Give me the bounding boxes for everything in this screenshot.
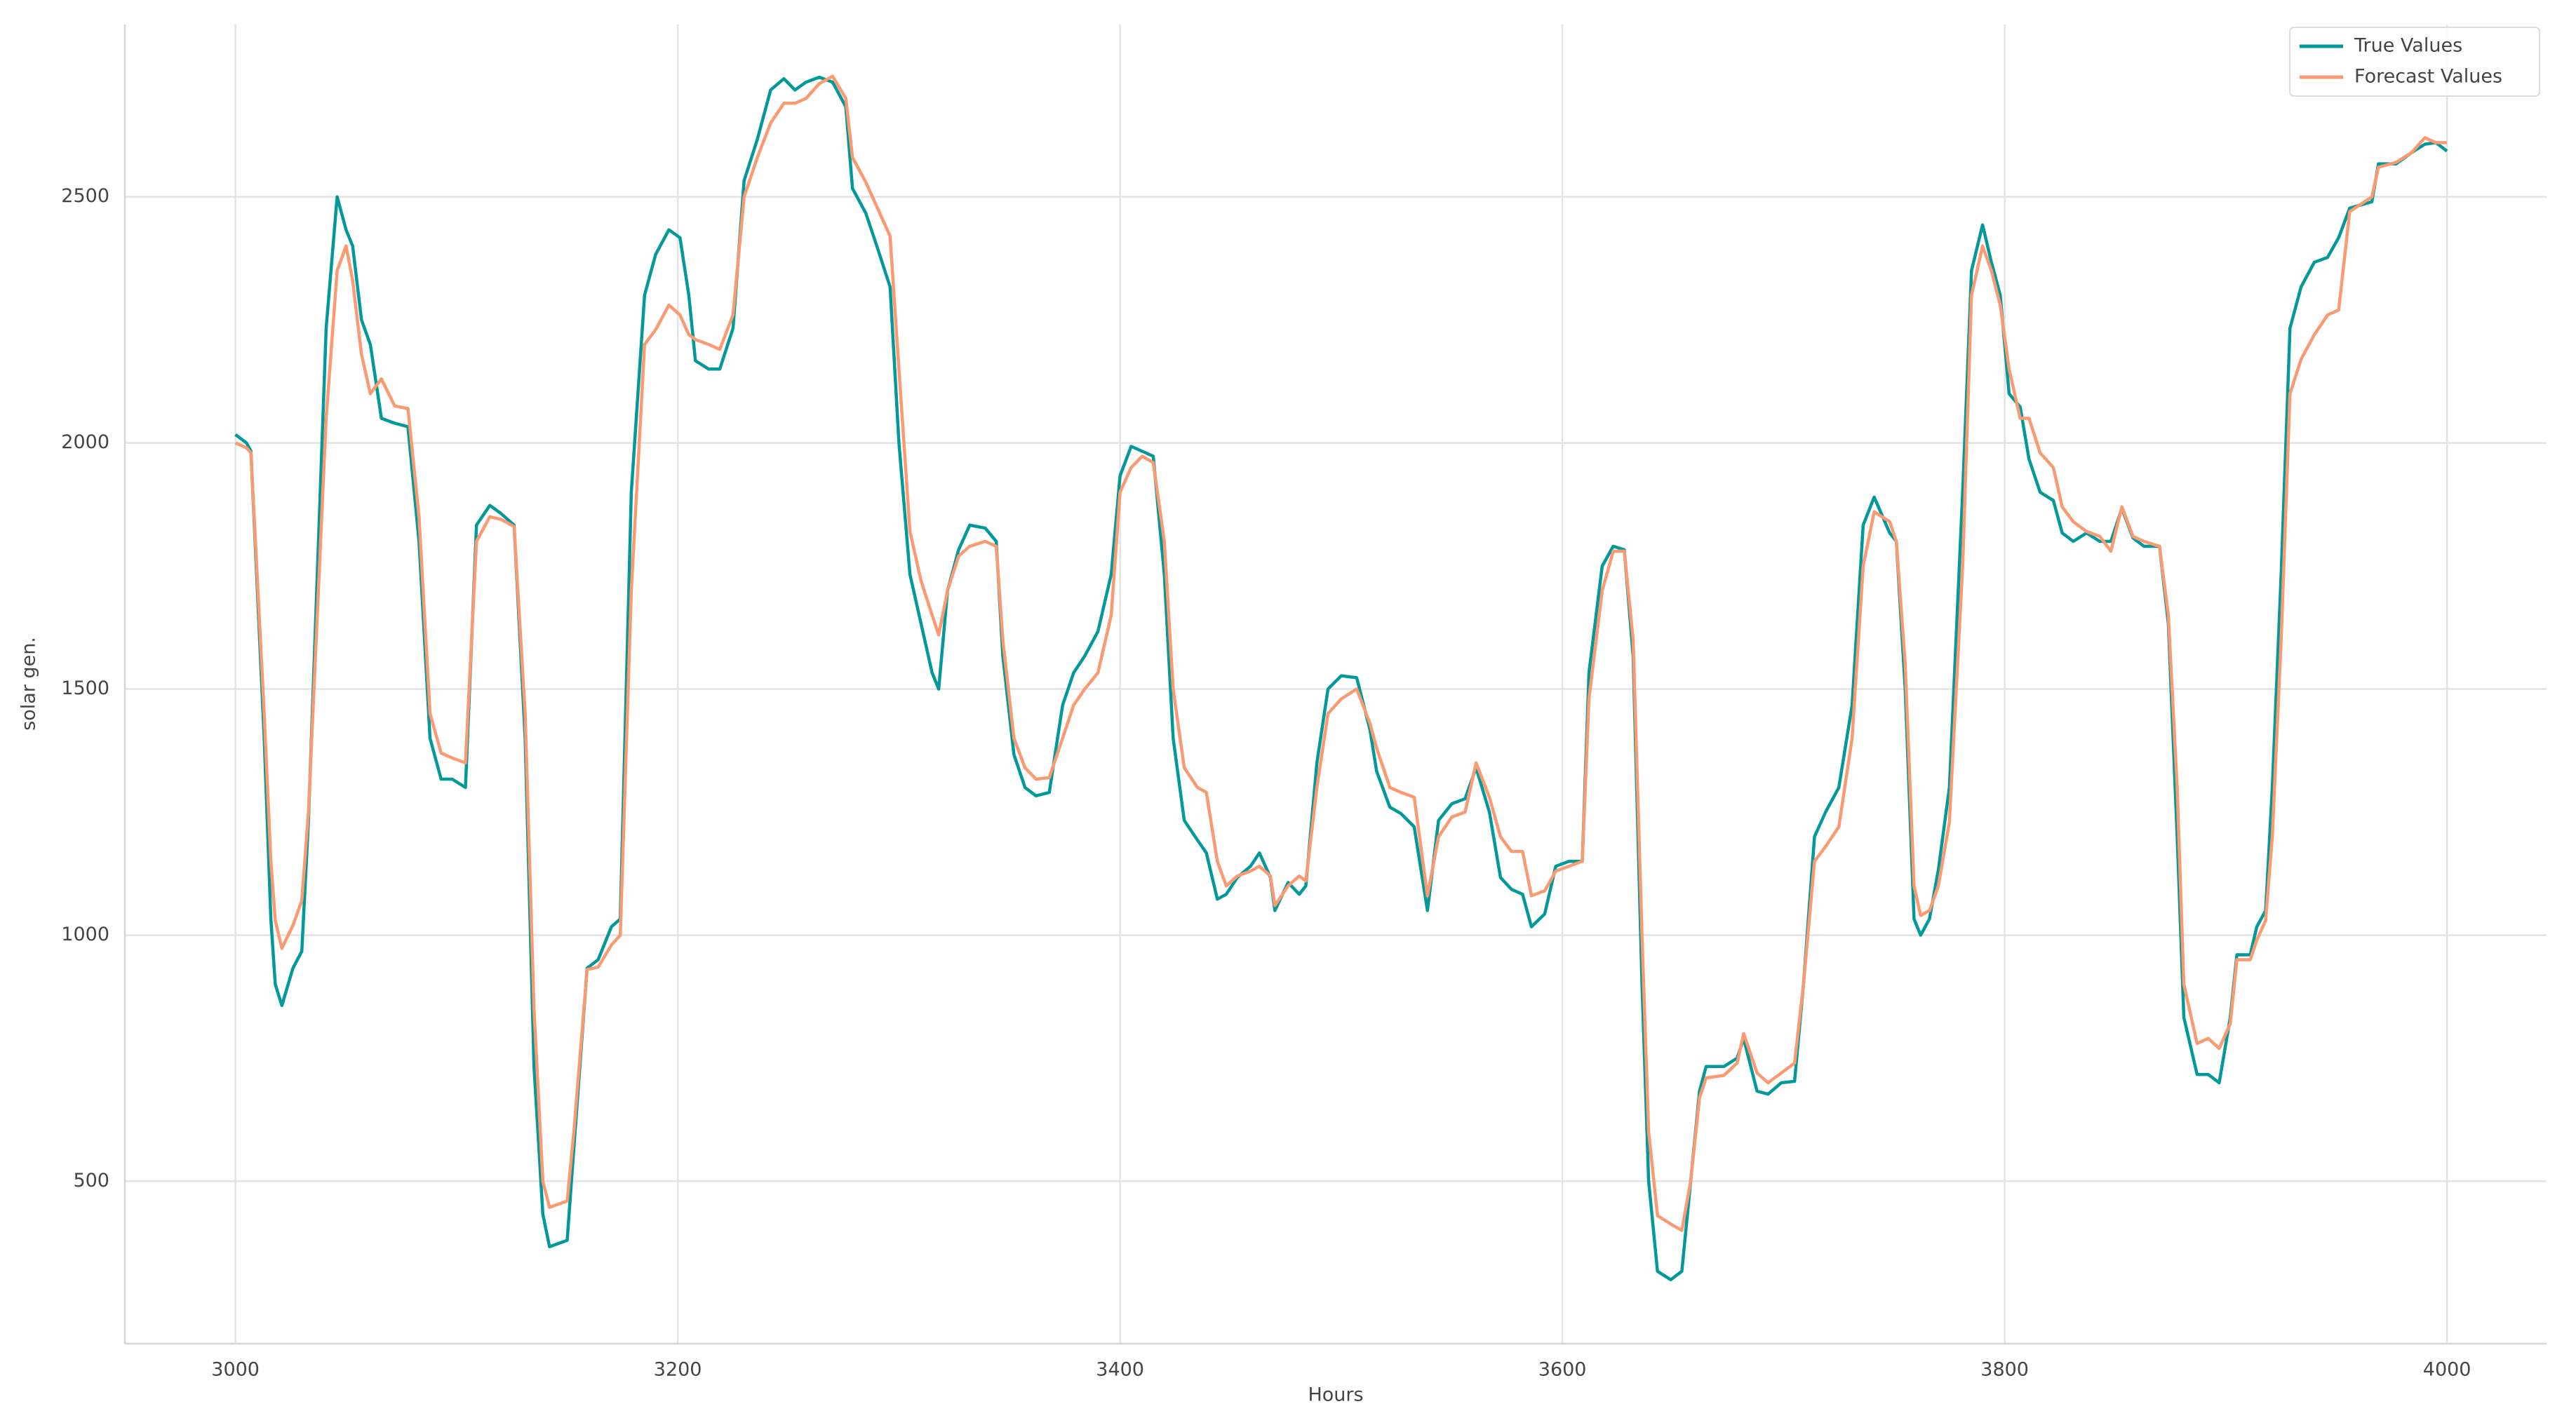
x-tick-label: 3600 [1538, 1359, 1587, 1381]
legend-label: Forecast Values [2354, 66, 2502, 88]
x-tick-label: 3000 [211, 1359, 260, 1381]
y-tick-label: 2000 [61, 431, 109, 453]
data-line [234, 74, 2448, 1232]
y-tick-label: 1000 [61, 924, 109, 945]
y-axis-label: solar gen. [18, 637, 40, 731]
x-tick-label: 3800 [1980, 1359, 2029, 1381]
legend: True Values Forecast Values [2289, 27, 2540, 97]
legend-label: True Values [2354, 35, 2462, 57]
y-tick-label: 2500 [61, 185, 109, 207]
x-tick-label: 3200 [654, 1359, 702, 1381]
data-line [234, 75, 2448, 1282]
x-axis-label: Hours [1308, 1384, 1363, 1406]
y-tick-label: 1500 [61, 677, 109, 699]
legend-box [2289, 27, 2540, 97]
y-tick-label: 500 [73, 1170, 109, 1191]
x-tick-label: 4000 [2423, 1359, 2471, 1381]
x-tick-label: 3400 [1096, 1359, 1144, 1381]
